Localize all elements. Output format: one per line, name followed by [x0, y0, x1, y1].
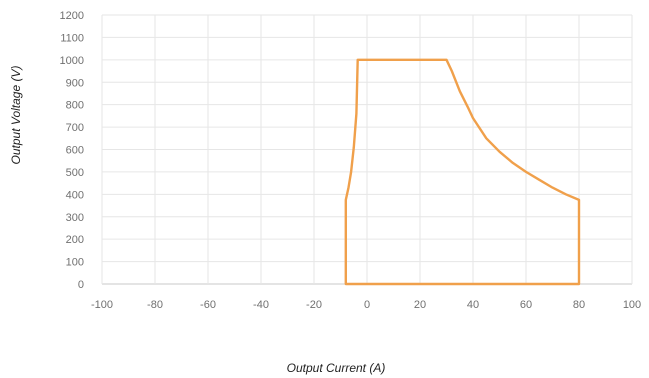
x-tick-label: -80	[147, 299, 163, 311]
x-tick-label: 40	[467, 299, 479, 311]
y-tick-label: 1200	[60, 10, 84, 22]
grid	[101, 14, 633, 285]
y-tick-label: 1000	[60, 55, 84, 67]
y-axis-title: Output Voltage (V)	[9, 66, 23, 165]
x-tick-label: 100	[623, 299, 641, 311]
x-tick-label: 0	[364, 299, 370, 311]
series	[344, 58, 581, 286]
x-tick-label: -40	[253, 299, 269, 311]
tick-labels: 0100200300400500600700800900100011001200…	[60, 10, 642, 311]
x-tick-label: 80	[573, 299, 585, 311]
x-tick-label: 60	[520, 299, 532, 311]
x-tick-label: -100	[91, 299, 113, 311]
y-tick-label: 800	[66, 100, 84, 112]
x-tick-label: -60	[200, 299, 216, 311]
x-tick-label: -20	[306, 299, 322, 311]
y-tick-label: 600	[66, 145, 84, 157]
x-axis-title: Output Current (A)	[287, 361, 386, 375]
y-tick-label: 700	[66, 122, 84, 134]
y-tick-label: 1100	[60, 32, 84, 44]
y-tick-label: 200	[66, 234, 84, 246]
x-tick-label: 20	[414, 299, 426, 311]
y-tick-label: 300	[66, 212, 84, 224]
y-tick-label: 500	[66, 167, 84, 179]
y-tick-label: 0	[78, 279, 84, 291]
series-line	[344, 58, 581, 286]
y-tick-label: 400	[66, 189, 84, 201]
y-tick-label: 900	[66, 77, 84, 89]
y-tick-label: 100	[66, 257, 84, 269]
